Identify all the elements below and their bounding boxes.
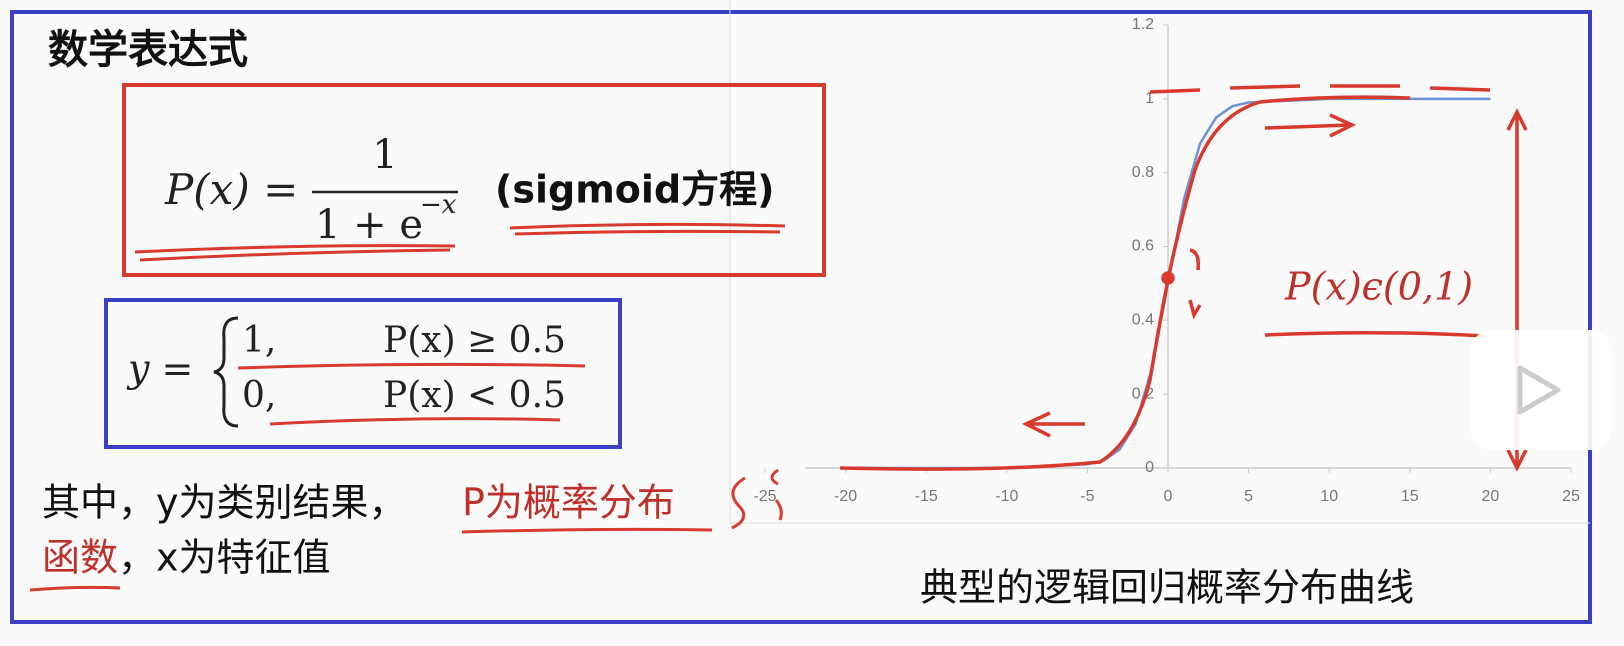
case-value: 1, [242, 320, 276, 361]
y-tick-label: 0.4 [1132, 312, 1154, 329]
handwriting [839, 84, 1528, 472]
formula-exponent: −x [420, 190, 457, 220]
formula-name: (sigmoid方程) [495, 168, 775, 212]
y-tick-label: 0.6 [1132, 238, 1154, 255]
x-tick-label: -20 [834, 488, 857, 505]
x-tick-label: 5 [1244, 488, 1253, 505]
x-tick-label: 20 [1482, 488, 1500, 505]
scribble [731, 468, 783, 530]
x-tick-label: 15 [1401, 488, 1419, 505]
formula-denominator: 1 + e [315, 202, 423, 248]
red-mark [1188, 248, 1486, 338]
formula-box [122, 83, 826, 277]
annotation: P(x)ϵ(0,1) [1284, 265, 1473, 309]
red-arrow [1264, 113, 1357, 138]
x-tick-label: -10 [995, 488, 1018, 505]
formula-numerator: 1 [372, 132, 397, 178]
red-arrow [1021, 411, 1085, 438]
y-tick-label: 0.8 [1132, 164, 1154, 181]
play-button-bg[interactable] [1470, 330, 1612, 450]
y-tick-label: 1 [1145, 90, 1154, 107]
case-condition: P(x) < 0.5 [383, 375, 566, 416]
x-tick-label: -15 [915, 488, 938, 505]
heading: 数学表达式 [48, 27, 248, 73]
play-icon[interactable] [1517, 365, 1561, 415]
play-button[interactable] [1470, 330, 1612, 450]
x-tick-label: -5 [1080, 488, 1094, 505]
red-dash [1149, 84, 1491, 94]
y-tick-label: 0 [1145, 459, 1154, 476]
case-condition: P(x) ≥ 0.5 [383, 320, 566, 361]
frame [10, 10, 1592, 624]
brace [213, 316, 239, 428]
x-tick-label: 0 [1164, 488, 1173, 505]
description: ，x为特征值 [118, 536, 331, 580]
y-tick-label: 1.2 [1132, 16, 1154, 33]
underline [237, 362, 586, 426]
caption: 典型的逻辑回归概率分布曲线 [920, 566, 1414, 610]
piecewise-lhs: y = [126, 347, 193, 391]
underline [29, 527, 713, 592]
description: 其中，y为类别结果， [42, 481, 407, 525]
piecewise-box [104, 298, 622, 449]
x-tick-label: 10 [1320, 488, 1338, 505]
formula-lhs: P(x) = [164, 165, 298, 214]
case-value: 0, [242, 375, 276, 416]
x-tick-label: 25 [1562, 488, 1580, 505]
description-highlight: P为概率分布 [462, 481, 675, 525]
underline [134, 222, 786, 262]
x-tick-label: -25 [753, 488, 776, 505]
red-curve [839, 95, 1411, 471]
red-dot [1161, 271, 1175, 285]
description-highlight: 函数 [42, 536, 118, 580]
